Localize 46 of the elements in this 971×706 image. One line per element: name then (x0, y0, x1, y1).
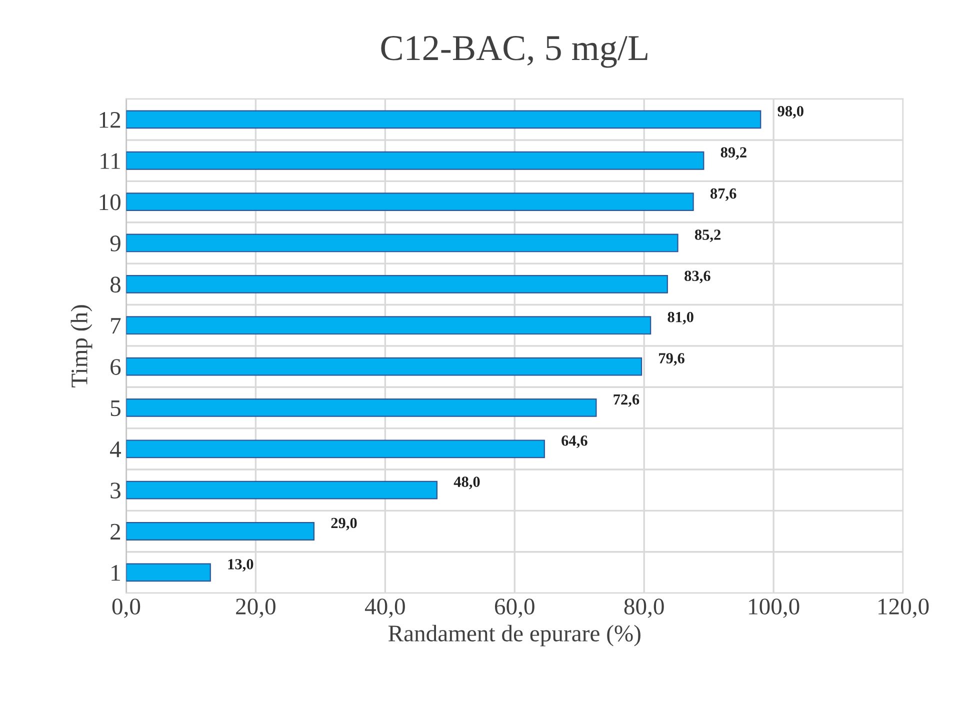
x-tick-label: 120,0 (878, 598, 929, 618)
y-tick-label: 10 (100, 194, 120, 210)
bar (126, 151, 704, 170)
x-tick-label: 0,0 (112, 598, 140, 618)
y-tick-label: 5 (110, 400, 120, 416)
y-tick-label: 1 (112, 565, 120, 581)
y-tick-label: 2 (110, 524, 120, 540)
data-label: 72,6 (614, 394, 640, 407)
x-tick-label: 40,0 (364, 598, 405, 618)
data-label: 89,2 (720, 147, 746, 160)
y-tick-label: 11 (100, 153, 120, 169)
y-axis-title: Timp (h) (70, 305, 92, 388)
data-label: 29,0 (331, 518, 357, 530)
data-label: 87,6 (710, 188, 736, 201)
data-label: 98,0 (778, 106, 804, 119)
y-tick-label: 6 (110, 359, 121, 375)
data-label: 13,0 (228, 559, 254, 572)
y-tick-label: 8 (110, 276, 120, 293)
y-tick-label: 7 (111, 318, 121, 334)
bar (126, 522, 315, 540)
data-label: 79,6 (659, 353, 684, 366)
bar (126, 316, 652, 335)
x-tick-label: 60,0 (494, 598, 534, 618)
bar (126, 110, 762, 129)
bar (126, 440, 545, 458)
x-tick-label: 20,0 (236, 598, 276, 618)
bar (126, 274, 668, 294)
bar (126, 192, 694, 211)
bar (126, 398, 597, 417)
y-tick-label: 3 (110, 482, 120, 499)
x-tick-label: 100,0 (749, 598, 800, 618)
bar (126, 357, 642, 376)
data-label: 83,6 (684, 270, 710, 284)
data-label: 81,0 (668, 312, 694, 324)
x-tick-label: 80,0 (624, 598, 664, 618)
x-axis-title: Randament de epurare (%) (388, 624, 640, 646)
bar (126, 480, 438, 500)
y-tick-label: 4 (110, 442, 121, 458)
bar (126, 563, 211, 582)
y-tick-label: 9 (110, 236, 120, 252)
data-label: 85,2 (694, 230, 721, 242)
chart-title: C12-BAC, 5 mg/L (381, 36, 648, 68)
data-label: 64,6 (562, 436, 588, 448)
data-label: 48,0 (454, 476, 480, 490)
bar (126, 234, 678, 252)
y-tick-label: 12 (100, 112, 120, 128)
